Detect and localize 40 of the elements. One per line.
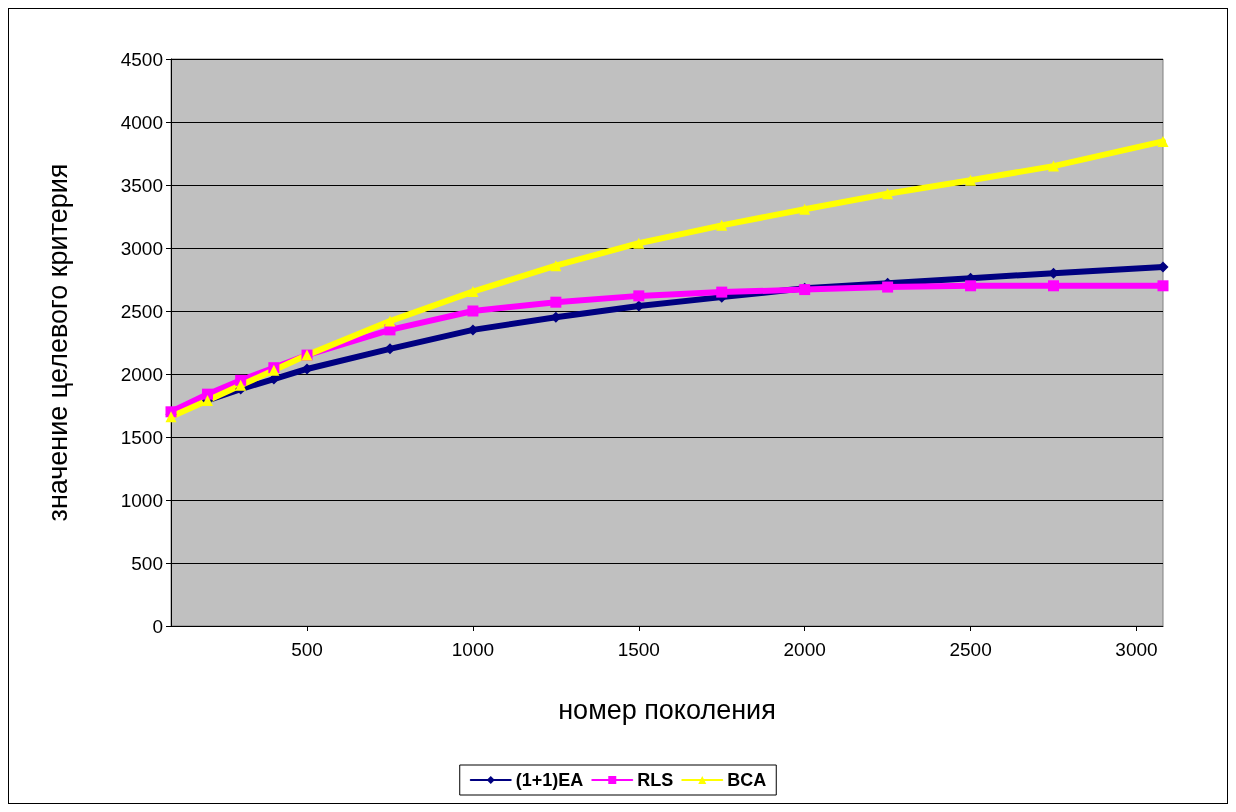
point <box>965 174 977 186</box>
point <box>1048 160 1060 172</box>
x-axis-title: номер поколения <box>558 694 776 725</box>
x-tick-label: 2500 <box>949 639 992 660</box>
y-tick-label: 500 <box>131 552 163 574</box>
y-tick-label: 4500 <box>120 48 163 70</box>
legend-label: (1+1)EA <box>515 770 584 790</box>
point <box>550 296 562 308</box>
x-tick-label: 1000 <box>451 639 495 660</box>
point <box>882 281 894 293</box>
point <box>1048 280 1060 292</box>
y-axis-title: значение целевого критерия <box>42 163 73 522</box>
point <box>633 290 645 302</box>
point <box>467 286 479 298</box>
point <box>882 188 894 200</box>
point <box>965 280 977 292</box>
y-tick-label: 3500 <box>120 174 163 196</box>
y-tick-label: 2500 <box>120 300 163 322</box>
y-tick-label: 1500 <box>120 426 163 448</box>
y-tick-label: 4000 <box>120 111 163 133</box>
point <box>1157 135 1169 147</box>
point <box>716 286 728 298</box>
point <box>716 219 728 231</box>
x-tick-label: 500 <box>291 639 323 660</box>
y-tick-label: 1000 <box>120 489 163 511</box>
x-tick-label: 1500 <box>617 639 660 660</box>
point <box>550 260 562 272</box>
point <box>235 379 247 391</box>
point <box>1157 280 1169 292</box>
point <box>384 315 396 327</box>
y-tick-label: 2000 <box>120 363 163 385</box>
legend-label: BCA <box>727 770 767 790</box>
y-tick-label: 0 <box>152 615 163 637</box>
x-tick-label: 2000 <box>783 639 826 660</box>
point <box>799 203 811 215</box>
legend-label: RLS <box>637 770 674 790</box>
y-tick-label: 3000 <box>120 237 163 259</box>
x-tick-label: 3000 <box>1115 639 1158 660</box>
point <box>467 305 479 317</box>
point <box>633 237 645 249</box>
